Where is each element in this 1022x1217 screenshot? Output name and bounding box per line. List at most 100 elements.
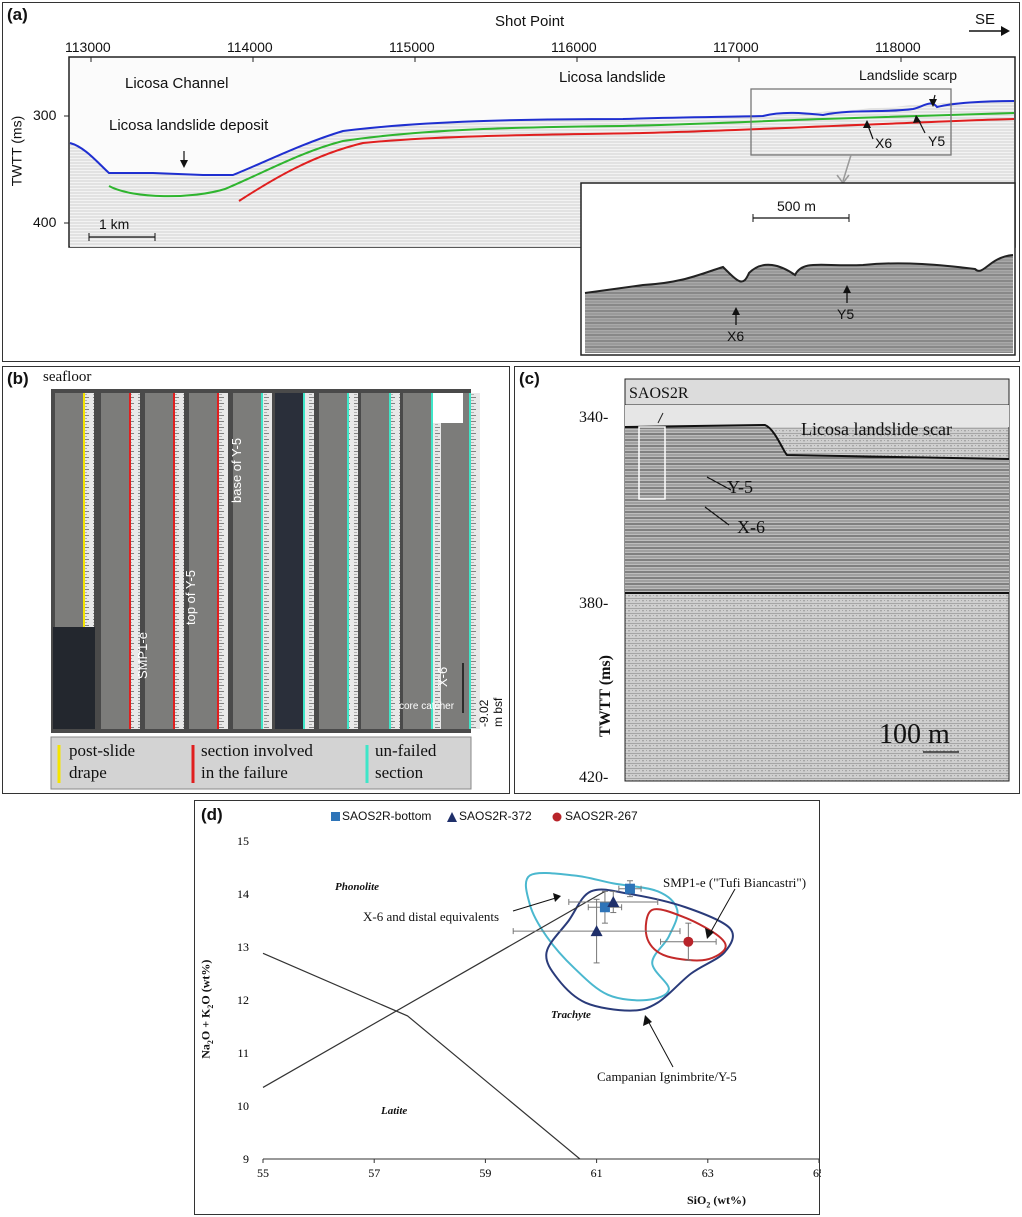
x6-horizon — [238, 118, 1015, 202]
depth-label: -9.02 m bsf — [477, 697, 505, 727]
top-strip — [624, 378, 1010, 406]
x-tick-label: 65 — [813, 1166, 821, 1180]
landslide-deposit-label: Licosa landslide deposit — [109, 117, 269, 134]
campanian-label: Campanian Ignimbrite/Y-5 — [597, 1069, 737, 1084]
legend-red-text-2: in the failure — [201, 763, 288, 782]
y-axis-title: Na2O + K2O (wt%) — [198, 959, 215, 1059]
core-ruler — [85, 393, 94, 729]
panel-a: (a) — [2, 2, 1020, 362]
core-section — [275, 393, 303, 729]
twtt-tick-420: 420- — [579, 769, 609, 786]
core-section — [145, 393, 173, 729]
legend-red-text-1: section involved — [201, 741, 313, 760]
phonolite-label: Phonolite — [335, 881, 380, 893]
core-location-box — [638, 426, 666, 500]
panel-a-label: (a) — [7, 5, 28, 24]
panel-d-label: (d) — [201, 805, 223, 824]
core-ruler — [433, 393, 442, 729]
legend-triangle-marker — [447, 812, 457, 822]
panel-c-label: (c) — [519, 369, 540, 388]
core-section — [441, 393, 469, 729]
seafloor-label: seafloor — [43, 369, 92, 385]
seafloor-reflector — [624, 423, 1010, 460]
data-point-triangle — [607, 895, 620, 907]
licosa-landslide-label: Licosa landslide — [559, 69, 666, 86]
twtt-tick-340: 340- — [579, 409, 609, 426]
y-tick-label: 14 — [237, 887, 249, 901]
tas-diagram: 55 57 59 61 63 65 9 10 11 12 13 14 15 — [237, 812, 821, 1180]
legend-cyan-text-1: un-failed — [375, 741, 437, 760]
scale-1km-label: 1 km — [99, 216, 130, 232]
inset-y5-label: Y5 — [837, 306, 855, 322]
latite-label: Latite — [381, 1105, 408, 1117]
core-ruler — [349, 393, 358, 729]
legend-372-label: SAOS2R-372 — [459, 809, 532, 823]
core-saos2r-label: SAOS2R — [629, 385, 689, 402]
y-tick-label: 10 — [237, 1099, 249, 1113]
data-point-triangle — [590, 925, 603, 937]
x6-core-label: X-6 — [435, 666, 450, 687]
inset-x6-label: X6 — [727, 328, 745, 344]
x-tick-label: 61 — [591, 1166, 603, 1180]
core-section — [101, 393, 129, 729]
tas-boundary-line — [262, 952, 581, 1160]
core-ruler — [131, 393, 140, 729]
core-ruler — [305, 393, 314, 729]
legend-square-marker — [331, 812, 340, 821]
compositional-field-1 — [545, 888, 734, 1012]
legend-yellow-text-2: drape — [69, 763, 107, 782]
data-point-square — [599, 902, 610, 913]
x6-label: X6 — [875, 135, 893, 151]
compositional-field-2 — [644, 908, 727, 962]
core-ruler — [219, 393, 228, 729]
y-tick-label: 15 — [237, 834, 249, 848]
x6-distal-label: X-6 and distal equivalents — [363, 909, 500, 924]
y-tick-label: 11 — [237, 1046, 249, 1060]
panel-b-label: (b) — [7, 369, 29, 388]
x-tick-label: 59 — [479, 1166, 491, 1180]
base-y5-label: base of Y-5 — [229, 437, 244, 503]
data-point-circle — [683, 936, 694, 947]
compositional-field-0 — [524, 871, 679, 1002]
core-section — [403, 393, 431, 729]
core-name-label: SAOS 2R — [13, 528, 40, 633]
x-tick-label: 55 — [257, 1166, 269, 1180]
core-section — [189, 393, 217, 729]
inset-scale-label: 500 m — [777, 198, 816, 214]
shot-tick-2: 115000 — [389, 39, 435, 55]
y-tick-label: 9 — [243, 1152, 249, 1166]
y5-horizon — [108, 112, 1015, 198]
scale-100m-label: 100 m — [879, 719, 950, 750]
seafloor-horizon — [69, 100, 1015, 176]
shot-tick-1: 114000 — [227, 39, 273, 55]
legend-yellow-text-1: post-slide — [69, 741, 136, 760]
shot-tick-4: 117000 — [713, 39, 759, 55]
x-axis-title: SiO2 (wt%) — [687, 1193, 746, 1210]
landslide-scar-label: Licosa landslide scar — [801, 419, 952, 439]
inset-seafloor — [584, 254, 1014, 294]
y-tick-label: 12 — [237, 993, 249, 1007]
legend-bottom-label: SAOS2R-bottom — [342, 809, 432, 823]
y5-label: Y5 — [928, 133, 946, 149]
shot-tick-3: 116000 — [551, 39, 597, 55]
twtt-tick-400: 400 — [33, 214, 57, 230]
legend-267-label: SAOS2R-267 — [565, 809, 638, 823]
panel-c: (c) SAOS2R Licosa landslide scar — [514, 366, 1020, 794]
smp1e-field-label: SMP1-e ("Tufi Biancastri") — [663, 875, 807, 890]
inset-sediment — [585, 255, 1013, 353]
trachyte-label: Trachyte — [551, 1009, 591, 1021]
y5-seismic-label: Y-5 — [727, 477, 753, 497]
twtt-tick-300: 300 — [33, 107, 57, 123]
core-photo — [50, 389, 480, 790]
panel-b: (b) seafloor SAOS 2R SMP1-e top of Y-5 b… — [2, 366, 510, 794]
top-y5-label: top of Y-5 — [183, 570, 198, 625]
x-tick-label: 57 — [368, 1166, 380, 1180]
y-tick-label: 13 — [237, 940, 249, 954]
core-ruler — [175, 393, 184, 729]
legend-box — [50, 736, 472, 790]
direction-label: SE — [975, 11, 996, 28]
twtt-tick-380: 380- — [579, 595, 609, 612]
twtt-axis-title: TWTT (ms) — [8, 115, 25, 187]
shot-tick-0: 113000 — [65, 39, 111, 55]
layered-section — [625, 425, 1009, 592]
